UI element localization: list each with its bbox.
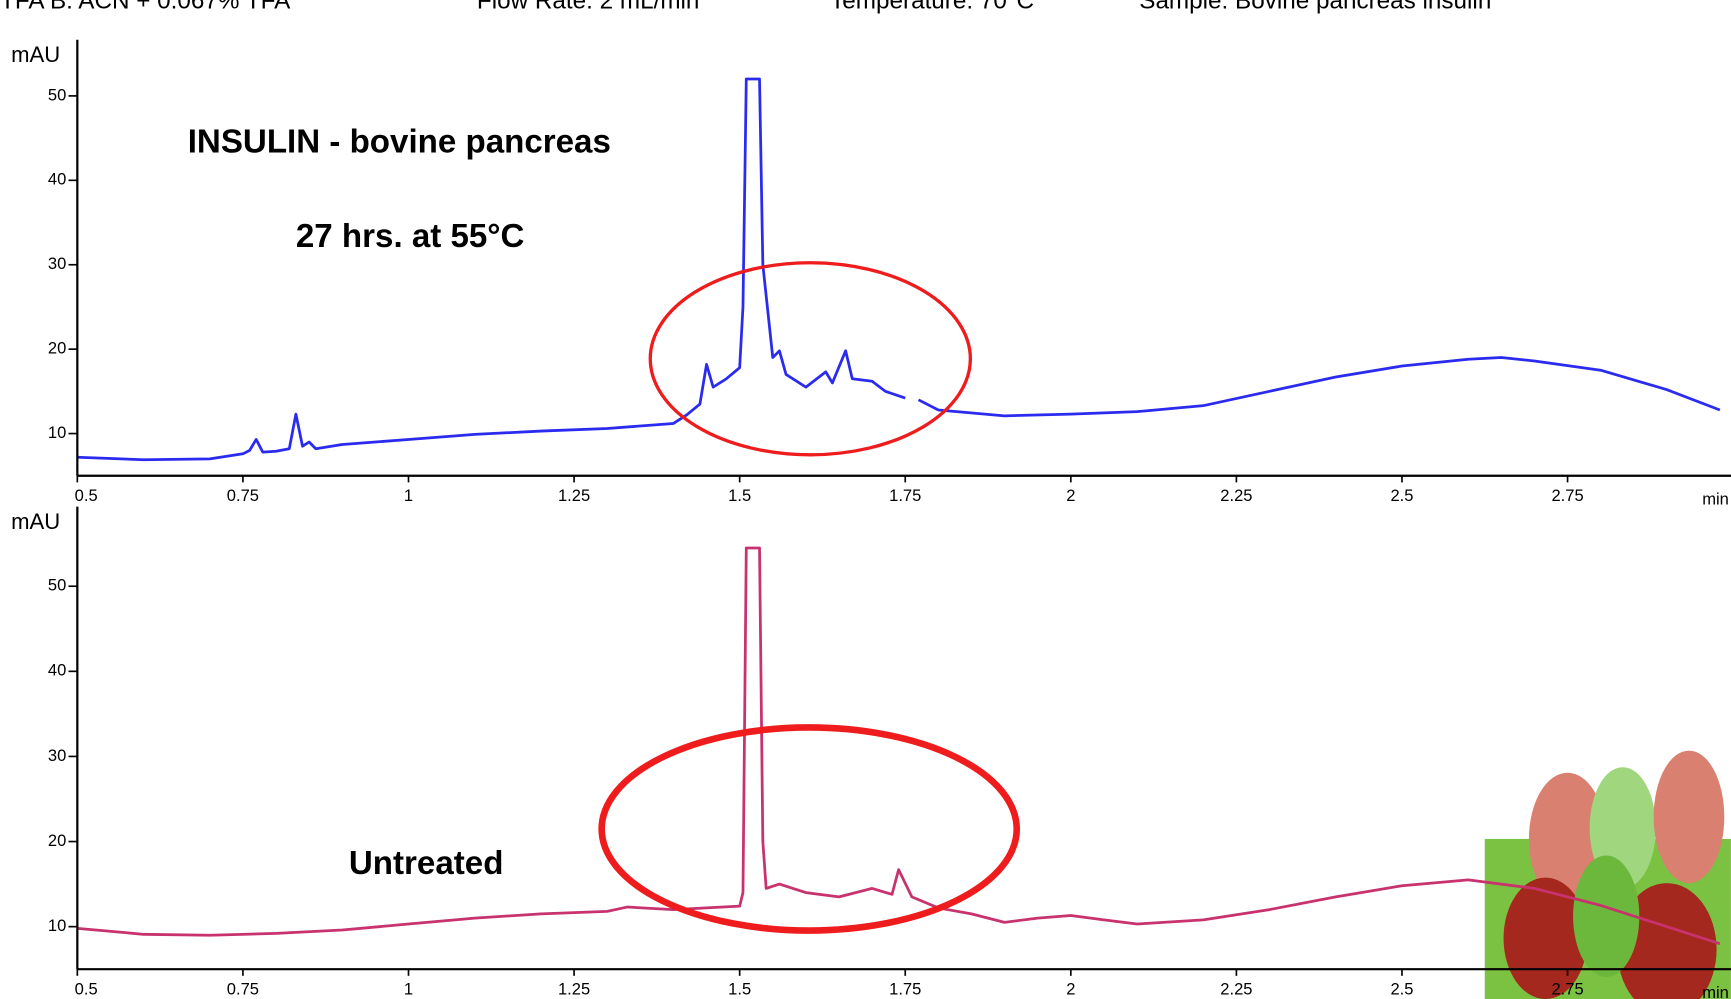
x-tick-label: 2.75 (1551, 486, 1583, 505)
y-axis-label: mAU (11, 42, 60, 67)
y-axis-label: mAU (11, 509, 60, 534)
x-tick-label: 1.25 (558, 980, 590, 999)
x-tick-label: 2.25 (1220, 980, 1252, 999)
x-tick-label: 1.5 (728, 486, 751, 505)
x-tick-label: 0.75 (227, 486, 259, 505)
header-text: TFA B: ACN + 0.067% TFA (0, 0, 291, 15)
highlight-circle (648, 261, 973, 457)
y-tick-label: 30 (48, 746, 66, 765)
y-tick-label: 20 (48, 831, 66, 850)
y-tick-label: 50 (48, 85, 66, 104)
x-tick-label: 0.5 (75, 486, 98, 505)
people-illustration (1484, 750, 1731, 999)
x-tick-label: 2.25 (1220, 486, 1252, 505)
x-tick-label: 2.75 (1551, 980, 1583, 999)
x-tick-label: 1.75 (889, 486, 921, 505)
y-tick-label: 10 (48, 916, 66, 935)
annotation: INSULIN - bovine pancreas (188, 123, 611, 160)
x-tick-label: 1.75 (889, 980, 921, 999)
x-tick-label: 0.75 (227, 980, 259, 999)
annotation: 27 hrs. at 55°C (296, 218, 525, 255)
data-line (77, 546, 1721, 946)
x-tick-label: 0.5 (75, 980, 98, 999)
y-tick-label: 30 (48, 254, 66, 273)
annotation: Untreated (349, 845, 504, 882)
highlight-circle (598, 724, 1021, 934)
header-text: Temperature: 70°C (830, 0, 1034, 15)
y-tick-label: 40 (48, 661, 66, 680)
y-tick-label: 10 (48, 423, 66, 442)
x-tick-label: 2 (1066, 980, 1075, 999)
header-text: Sample: Bovine pancreas insulin (1139, 0, 1491, 15)
x-tick-label: 1 (404, 486, 413, 505)
x-tick-label: 2 (1066, 486, 1075, 505)
x-axis-label: min (1702, 983, 1729, 999)
x-tick-label: 1.5 (728, 980, 751, 999)
y-tick-label: 50 (48, 576, 66, 595)
data-line (77, 77, 1721, 462)
header-text: Flow Rate: 2 mL/min (477, 0, 700, 15)
x-tick-label: 1 (404, 980, 413, 999)
y-tick-label: 20 (48, 339, 66, 358)
x-tick-label: 1.25 (558, 486, 590, 505)
x-tick-label: 2.5 (1390, 980, 1413, 999)
y-tick-label: 40 (48, 170, 66, 189)
x-tick-label: 2.5 (1390, 486, 1413, 505)
x-axis-label: min (1702, 489, 1729, 508)
